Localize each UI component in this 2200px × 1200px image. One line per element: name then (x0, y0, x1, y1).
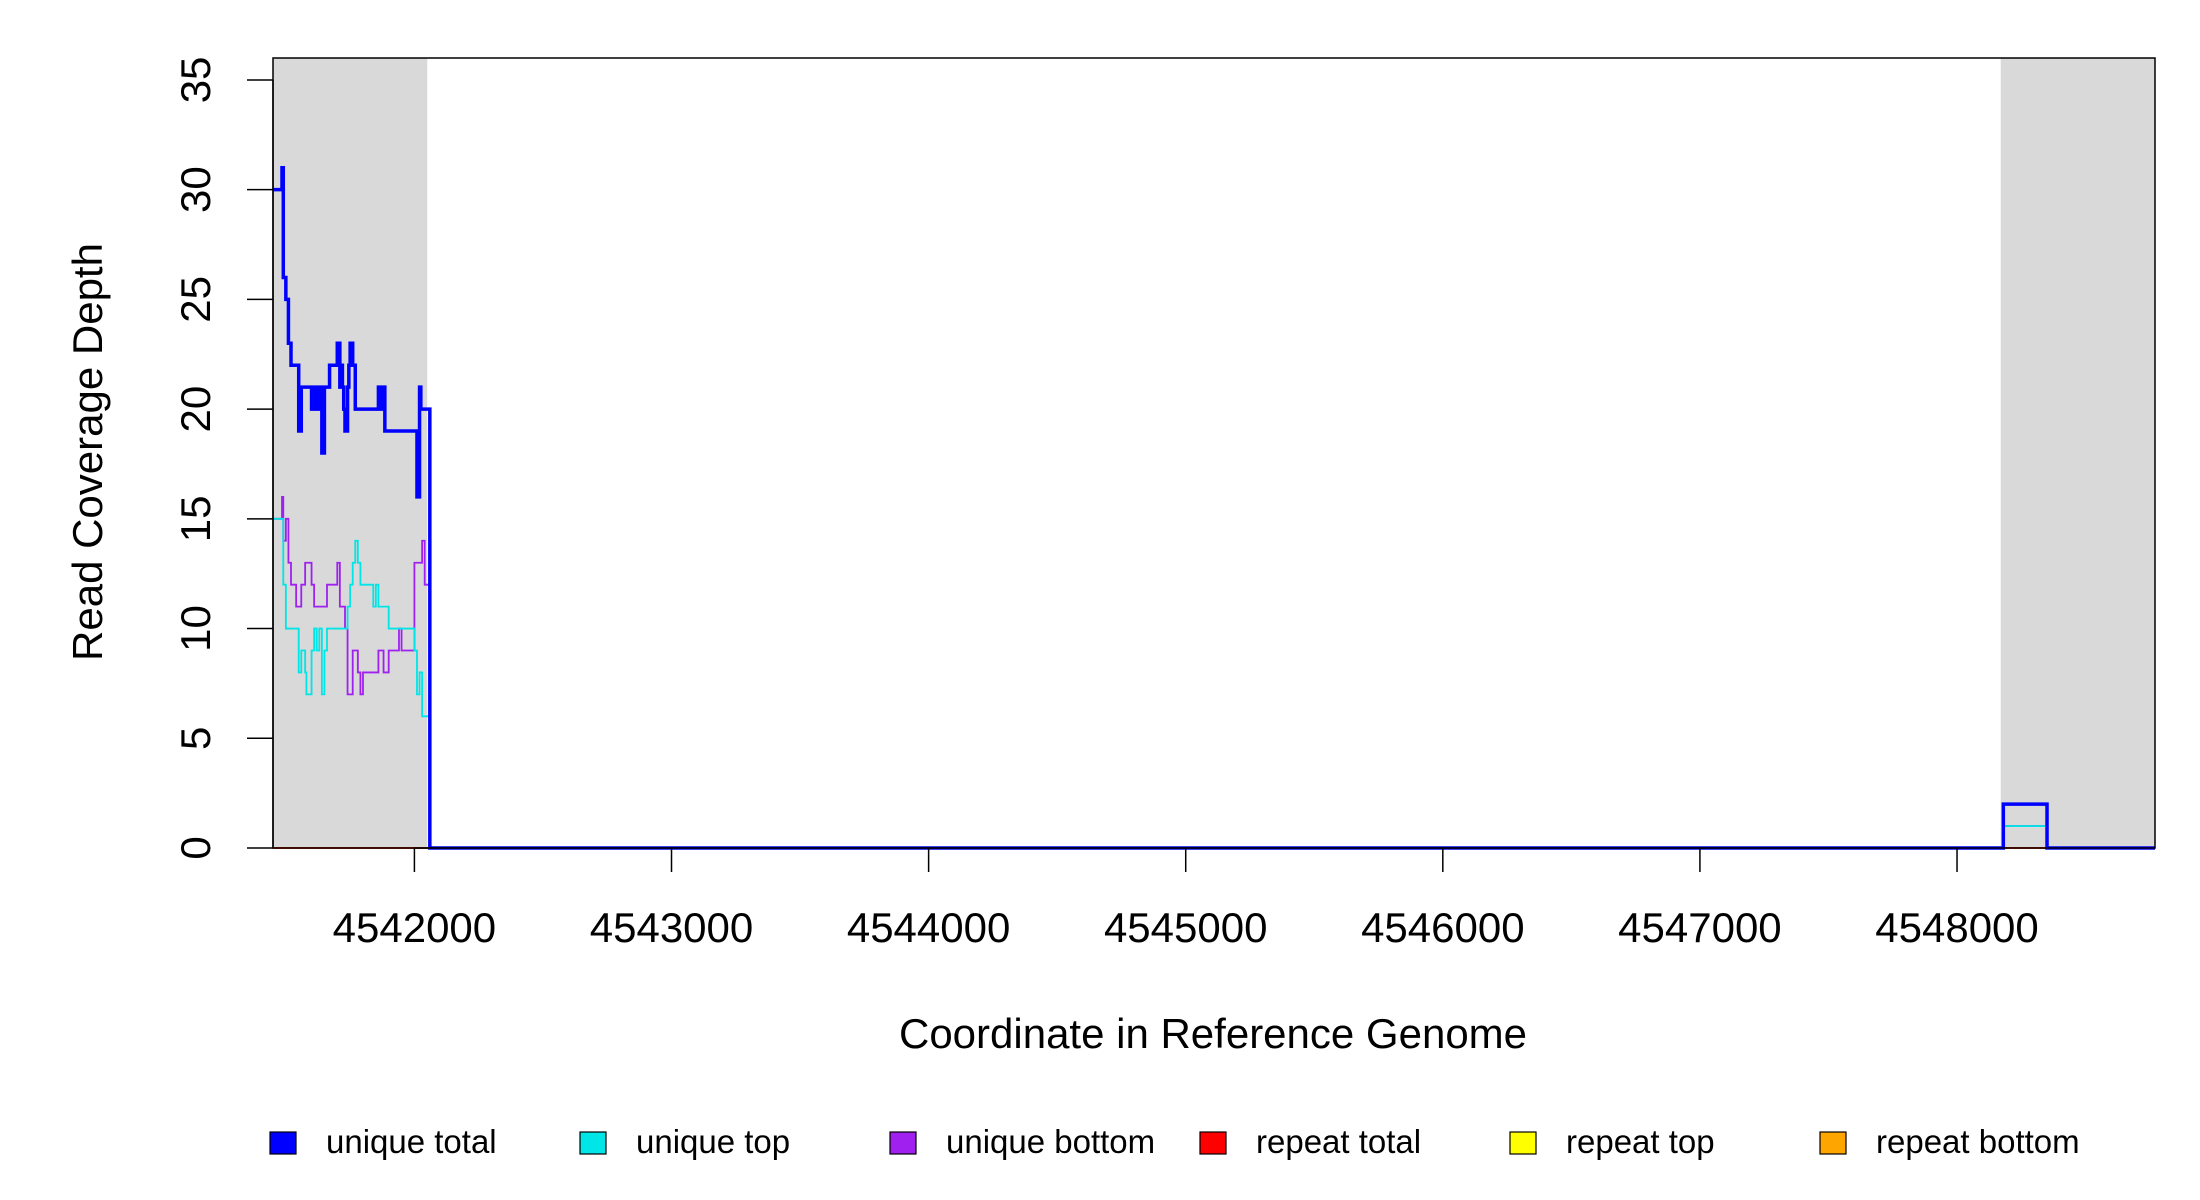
y-tick-label: 0 (172, 836, 219, 859)
series-unique-total (273, 165, 2155, 850)
series-lines (273, 165, 2155, 850)
legend-swatch-repeat-bottom (1819, 1131, 1847, 1155)
legend: unique total unique top unique bottom repea… (269, 1123, 2080, 1160)
y-tick-label: 20 (172, 386, 219, 433)
legend-label-unique-top: unique top (636, 1123, 790, 1160)
y-axis-label: Read Coverage Depth (64, 243, 111, 661)
x-axis: 4542000 4543000 4544000 4545000 4546000 45470… (333, 847, 2039, 951)
x-tick-label: 4547000 (1618, 904, 1782, 951)
x-tick-label: 4548000 (1875, 904, 2039, 951)
x-tick-label: 4546000 (1361, 904, 1525, 951)
y-tick-label: 15 (172, 495, 219, 542)
shaded-region-2 (2000, 58, 2155, 848)
x-tick-label: 4543000 (590, 904, 754, 951)
x-axis-label: Coordinate in Reference Genome (899, 1010, 1527, 1057)
legend-label-unique-bottom: unique bottom (946, 1123, 1155, 1160)
legend-label-repeat-total: repeat total (1256, 1123, 1421, 1160)
legend-swatch-unique-total (269, 1131, 297, 1155)
legend-swatch-unique-top (579, 1131, 607, 1155)
legend-label-repeat-bottom: repeat bottom (1876, 1123, 2080, 1160)
y-tick-label: 35 (172, 57, 219, 104)
legend-swatch-unique-bottom (889, 1131, 917, 1155)
shaded-region-1 (273, 58, 428, 848)
y-axis: 0 5 10 15 20 25 30 35 (172, 57, 274, 860)
x-tick-label: 4545000 (1104, 904, 1268, 951)
legend-label-unique-total: unique total (326, 1123, 497, 1160)
legend-swatch-repeat-total (1199, 1131, 1227, 1155)
series-unique-top (273, 517, 2155, 849)
x-tick-label: 4544000 (847, 904, 1011, 951)
y-tick-label: 10 (172, 605, 219, 652)
shaded-regions (273, 58, 2155, 848)
y-tick-label: 30 (172, 166, 219, 213)
series-unique-bottom (273, 495, 2155, 849)
x-tick-label: 4542000 (333, 904, 497, 951)
legend-label-repeat-top: repeat top (1566, 1123, 1715, 1160)
plot-frame (272, 57, 2156, 849)
y-tick-label: 25 (172, 276, 219, 323)
legend-swatch-repeat-top (1509, 1131, 1537, 1155)
y-tick-label: 5 (172, 727, 219, 750)
